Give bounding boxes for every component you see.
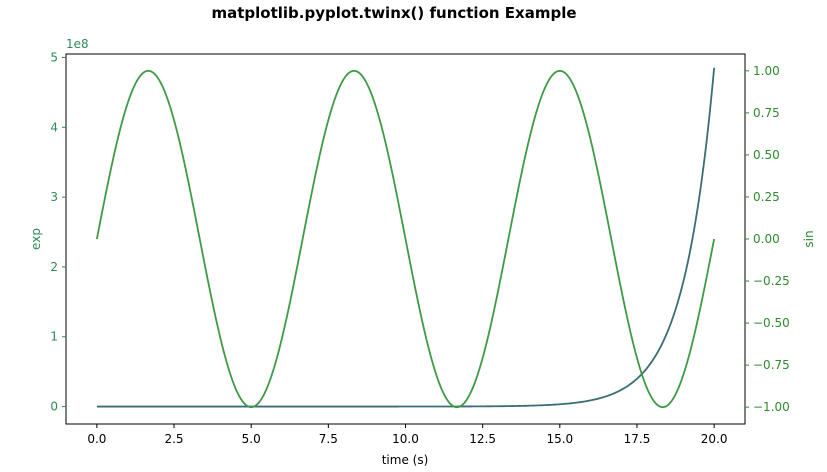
left-y-axis: 0 1 2 3 4 5	[50, 50, 66, 414]
right-tick-label: 1.00	[753, 64, 780, 78]
x-axis-label: time (s)	[382, 453, 429, 467]
right-y-axis-label: sin	[802, 230, 816, 247]
left-tick-label: 2	[50, 260, 58, 274]
right-tick-label: −0.75	[753, 358, 790, 372]
left-tick-label: 4	[50, 120, 58, 134]
x-tick-label: 17.5	[624, 432, 651, 446]
x-tick-label: 2.5	[164, 432, 183, 446]
right-tick-label: 0.50	[753, 148, 780, 162]
right-tick-label: −0.25	[753, 274, 790, 288]
left-axis-offset-text: 1e8	[66, 37, 89, 51]
exp-series-line	[96, 67, 716, 408]
x-tick-label: 7.5	[319, 432, 338, 446]
sin-series-line	[95, 69, 716, 409]
x-axis: 0.0 2.5 5.0 7.5 10.0 12.5 15.0 17.5 20.0	[87, 424, 727, 446]
x-tick-label: 10.0	[392, 432, 419, 446]
right-tick-label: −0.50	[753, 316, 790, 330]
right-y-axis: −1.00 −0.75 −0.50 −0.25 0.00 0.25 0.50 0.75 1.00	[745, 64, 790, 414]
x-tick-label: 12.5	[469, 432, 496, 446]
right-tick-label: 0.75	[753, 106, 780, 120]
x-tick-label: 0.0	[87, 432, 106, 446]
series-layer	[95, 67, 716, 409]
x-tick-label: 20.0	[701, 432, 728, 446]
left-tick-label: 0	[50, 400, 58, 414]
right-tick-label: −1.00	[753, 400, 790, 414]
right-tick-label: 0.25	[753, 190, 780, 204]
chart-title: matplotlib.pyplot.twinx() function Examp…	[211, 4, 576, 22]
x-tick-label: 15.0	[546, 432, 573, 446]
left-tick-label: 3	[50, 190, 58, 204]
left-tick-label: 1	[50, 330, 58, 344]
x-tick-label: 5.0	[242, 432, 261, 446]
left-tick-label: 5	[50, 50, 58, 64]
right-tick-label: 0.00	[753, 232, 780, 246]
left-y-axis-label: exp	[29, 228, 43, 250]
